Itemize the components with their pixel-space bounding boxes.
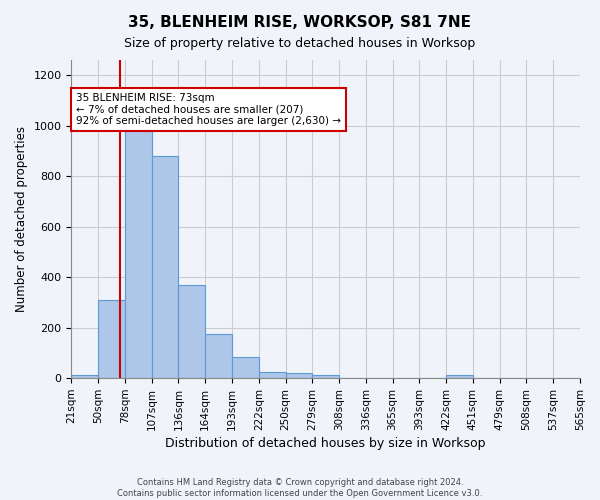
Bar [98, 300, 125, 378]
Bar [125, 130, 152, 378]
Text: 35, BLENHEIM RISE, WORKSOP, S81 7NE: 35, BLENHEIM RISE, WORKSOP, S81 7NE [128, 15, 472, 30]
Bar [178, 285, 205, 378]
X-axis label: Distribution of detached houses by size in Worksop: Distribution of detached houses by size … [166, 437, 486, 450]
Bar [205, 334, 232, 378]
Bar [71, 375, 98, 378]
Bar [232, 356, 259, 378]
Text: Size of property relative to detached houses in Worksop: Size of property relative to detached ho… [124, 38, 476, 51]
Y-axis label: Number of detached properties: Number of detached properties [15, 126, 28, 312]
Text: Contains HM Land Registry data © Crown copyright and database right 2024.
Contai: Contains HM Land Registry data © Crown c… [118, 478, 482, 498]
Bar [259, 372, 286, 378]
Bar [446, 375, 473, 378]
Bar [286, 373, 313, 378]
Bar [152, 156, 178, 378]
Text: 35 BLENHEIM RISE: 73sqm
← 7% of detached houses are smaller (207)
92% of semi-de: 35 BLENHEIM RISE: 73sqm ← 7% of detached… [76, 93, 341, 126]
Bar [313, 375, 339, 378]
